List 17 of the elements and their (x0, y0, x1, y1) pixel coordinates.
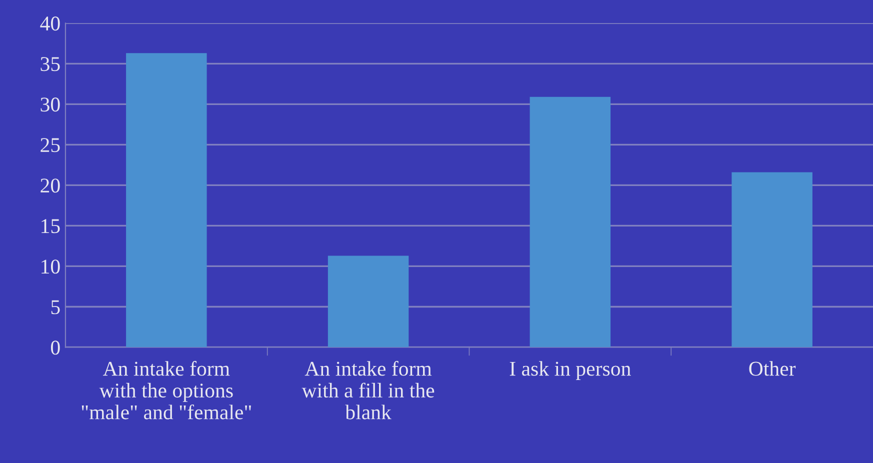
y-tick-label: 20 (40, 178, 60, 193)
x-tick-label: I ask in person (510, 361, 631, 380)
bar (126, 53, 207, 348)
y-tick-label: 15 (42, 219, 60, 234)
y-tick-label: 30 (40, 98, 60, 112)
y-tick-label: 5 (51, 300, 60, 314)
y-tick-label: 40 (40, 16, 60, 31)
y-tick-label: 35 (40, 57, 60, 72)
x-tick-label: An intake form with the options "male" and "female" (82, 360, 251, 420)
y-tick-label: 25 (40, 138, 60, 152)
bar (328, 256, 409, 348)
x-tick-label: Other (749, 361, 796, 376)
y-tick-label: 0 (50, 340, 60, 355)
bar (732, 172, 812, 348)
y-tick-label: 10 (42, 260, 60, 274)
bar (530, 96, 611, 348)
x-tick-label: An intake form with a fill in the blank (302, 360, 434, 420)
